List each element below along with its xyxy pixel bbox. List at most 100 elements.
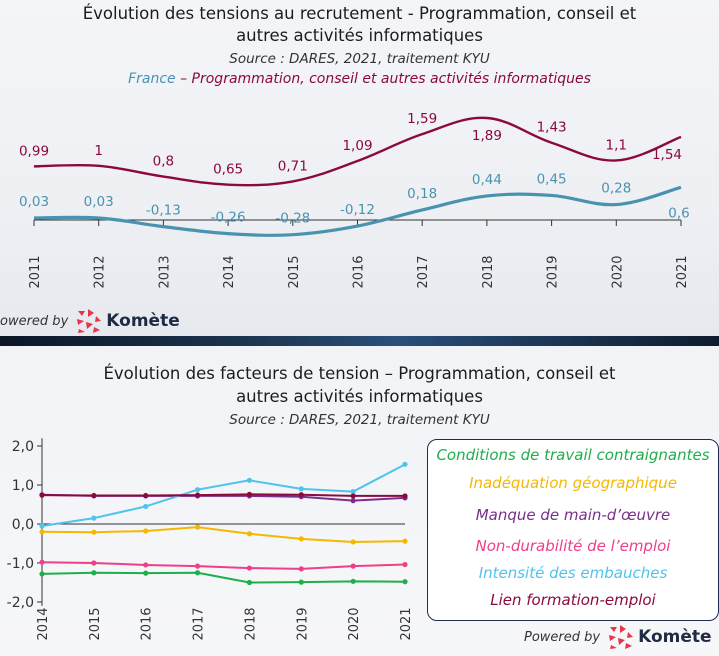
data-point-conditions [143, 570, 149, 576]
y-tick-label: 2,0 [12, 439, 34, 455]
x-tick-label: 2019 [546, 255, 561, 288]
x-tick-label: 2016 [140, 607, 155, 640]
x-tick-label: 2017 [192, 607, 207, 640]
data-label-france: 0,45 [537, 171, 567, 187]
data-point-inadequation [91, 529, 97, 535]
data-point-conditions [402, 579, 408, 585]
data-point-inadequation [246, 531, 253, 537]
powered-by-label: owered by [0, 313, 69, 329]
data-label-france: 0,03 [84, 194, 114, 210]
x-tick-label: 2020 [347, 607, 362, 640]
data-point-lien [39, 492, 45, 498]
y-tick-label: -2,0 [7, 595, 34, 611]
data-point-intensite [350, 489, 356, 495]
komete-logo-icon [77, 309, 102, 333]
x-tick-label: 2014 [36, 607, 51, 640]
background-strip [0, 336, 719, 346]
series-line-lien [41, 493, 405, 497]
chart-panel-recruitment-tension: Évolution des tensions au recrutement - … [0, 0, 719, 336]
legend-separator: – [175, 71, 192, 87]
x-tick-label: 2016 [352, 255, 367, 288]
data-point-inadequation [39, 529, 45, 535]
x-tick-label: 2017 [416, 255, 431, 288]
komete-logo-icon [609, 625, 634, 649]
data-point-conditions [194, 570, 201, 576]
data-point-conditions [246, 579, 253, 586]
recruitment-tension-line-chart: 2011 2012 2013 2014 2015 2016 2017 2018 2019 2020… [19, 111, 690, 288]
chart-title-line1: Évolution des tensions au recrutement - … [82, 4, 637, 23]
x-tick-label: 2011 [28, 255, 43, 288]
series-line-non-durabilite [41, 561, 406, 570]
series-line-conditions [41, 571, 406, 584]
data-label-france: -0,28 [275, 211, 310, 227]
tension-factors-line-chart: -2,0 -1,0 0,0 1,0 2,0 2014 2015 2016 2017 2018 201… [7, 438, 414, 641]
legend-item-non-durabilite: Non-durabilité de l’emploi [475, 537, 671, 555]
powered-by-komete: Powered by Komète [524, 624, 712, 650]
y-tick-label: 1,0 [12, 478, 34, 494]
data-label-france: 0,6 [668, 205, 689, 221]
legend-item-manque: Manque de main-d’œuvre [475, 506, 671, 524]
data-label-france: -0,26 [211, 210, 246, 226]
series-line-sector [33, 116, 682, 187]
data-point-inadequation [402, 538, 408, 544]
data-label-sector: 1,89 [472, 128, 502, 144]
x-tick-label: 2012 [93, 255, 108, 288]
komete-brand: Komète [106, 311, 180, 331]
powered-by-komete: owered by Komète [0, 308, 180, 334]
data-label-sector: 0,99 [19, 143, 49, 159]
y-tick-label: -1,0 [7, 556, 34, 572]
legend-item-intensite: Intensité des embauches [478, 564, 668, 582]
legend-item-inadequation: Inadéquation géographique [469, 474, 677, 492]
data-point-non-durabilite [194, 563, 201, 569]
data-point-intensite [298, 486, 304, 492]
x-tick-label: 2014 [222, 255, 237, 288]
data-label-france: 0,03 [19, 194, 49, 210]
data-point-inadequation [298, 536, 304, 542]
data-point-non-durabilite [298, 566, 304, 572]
data-point-lien [91, 492, 97, 499]
data-label-sector: 1,09 [342, 138, 372, 154]
data-point-intensite [91, 515, 97, 521]
data-point-lien [350, 493, 356, 499]
data-point-intensite [143, 503, 149, 510]
data-label-sector: 0,71 [278, 158, 308, 174]
data-label-france: 0,28 [601, 181, 631, 197]
data-point-inadequation [350, 539, 356, 545]
x-tick-label: 2018 [481, 255, 496, 288]
data-point-intensite [194, 487, 201, 493]
chart-title-line1: Évolution des facteurs de tension – Prog… [103, 364, 616, 383]
data-point-lien [143, 492, 149, 499]
series-line-intensite [41, 463, 406, 527]
data-label-france: 0,18 [407, 186, 437, 202]
x-tick-label: 2021 [675, 255, 690, 288]
x-tick-label: 2015 [88, 607, 103, 640]
data-label-sector: 0,65 [213, 162, 243, 178]
data-point-non-durabilite [39, 559, 45, 565]
data-point-lien [246, 491, 253, 497]
x-tick-label: 2018 [243, 607, 258, 640]
data-point-non-durabilite [91, 560, 97, 566]
data-label-sector: 1,1 [606, 137, 627, 153]
chart-title-line2: autres activités informatiques [236, 387, 483, 406]
data-point-lien [402, 493, 408, 499]
factors-legend: Conditions de travail contraignantes Ina… [427, 439, 719, 621]
data-point-non-durabilite [402, 561, 408, 568]
data-point-manque [350, 498, 356, 504]
legend-item-conditions: Conditions de travail contraignantes [436, 446, 710, 464]
legend-france: France [128, 71, 176, 87]
data-label-france: -0,13 [146, 203, 181, 219]
x-tick-label: 2019 [295, 607, 310, 640]
x-tick-label: 2020 [610, 255, 625, 288]
data-point-intensite [402, 461, 408, 467]
x-tick-label: 2015 [287, 255, 302, 288]
x-tick-label: 2021 [399, 607, 414, 640]
data-label-sector: 1,59 [407, 111, 437, 127]
legend-sector: Programmation, conseil et autres activit… [191, 71, 591, 87]
data-label-sector: 0,8 [153, 154, 174, 170]
legend-item-lien: Lien formation-emploi [490, 591, 656, 609]
powered-by-label: Powered by [524, 629, 601, 645]
data-point-conditions [298, 579, 304, 585]
data-label-france: 0,44 [472, 172, 502, 188]
data-label-france: -0,12 [340, 202, 375, 218]
series-line-france [33, 185, 682, 237]
